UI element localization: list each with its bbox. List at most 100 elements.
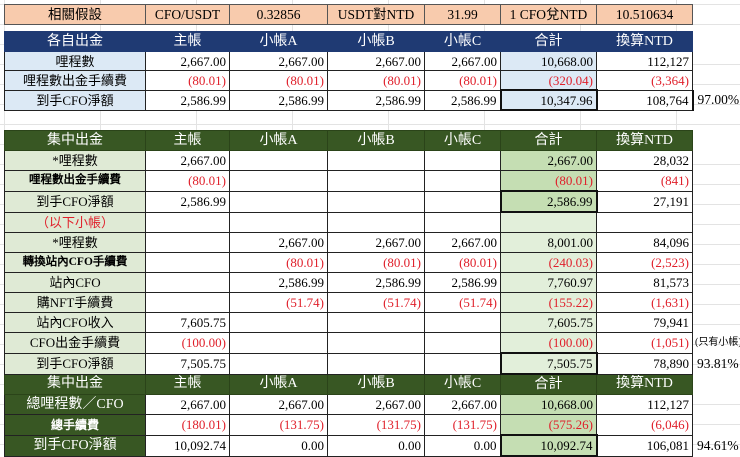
cell-sub-c[interactable]: 0.00 (425, 435, 501, 456)
cell-sub-a[interactable] (230, 171, 328, 192)
cell-extra[interactable] (693, 151, 740, 171)
cell-ntd[interactable]: (1,051) (597, 333, 693, 354)
cell-ntd[interactable]: 79,941 (597, 313, 693, 333)
cell-extra[interactable] (693, 273, 740, 293)
row-label[interactable]: 哩程數 (5, 52, 146, 71)
cell-ntd[interactable]: (2,523) (597, 253, 693, 273)
header-sub-b[interactable]: 小帳B (328, 374, 425, 395)
header-sub-c[interactable]: 小帳C (425, 374, 501, 395)
header-main[interactable]: 主帳 (146, 32, 230, 52)
cell-sub-c[interactable] (425, 313, 501, 333)
cell-ntd[interactable]: 78,890 (597, 353, 693, 374)
cell-total[interactable] (501, 212, 597, 233)
cell-main[interactable]: 7,605.75 (146, 313, 230, 333)
cell-sub-a[interactable]: (80.01) (230, 71, 328, 91)
cell-sub-b[interactable]: (80.01) (328, 71, 425, 91)
cell-sub-b[interactable] (328, 151, 425, 171)
cell-main[interactable]: 7,505.75 (146, 353, 230, 374)
header-section[interactable]: 各自出金 (5, 32, 146, 52)
sub-account-divider-label[interactable]: （以下小帳） (5, 212, 146, 233)
cell-main[interactable]: 2,667.00 (146, 52, 230, 71)
cell-main[interactable] (146, 273, 230, 293)
cell-sub-b[interactable]: 0.00 (328, 435, 425, 456)
cell-ntd[interactable]: 108,764 (597, 90, 693, 110)
cell-total[interactable]: 10,347.96 (501, 90, 597, 110)
cell-total[interactable]: (80.01) (501, 171, 597, 192)
cell-sub-c[interactable]: 2,586.99 (425, 90, 501, 110)
cell-main[interactable]: 2,586.99 (146, 191, 230, 212)
cfo-ntd-value[interactable]: 10.510634 (597, 5, 693, 25)
cell-sub-b[interactable]: 2,667.00 (328, 395, 425, 415)
cell-sub-c[interactable]: 2,667.00 (425, 52, 501, 71)
cell-total[interactable]: 2,586.99 (501, 191, 597, 212)
cell-sub-a[interactable] (230, 191, 328, 212)
cell-main[interactable]: (180.01) (146, 415, 230, 436)
cell-total[interactable]: 7,760.97 (501, 273, 597, 293)
row-label[interactable]: *哩程數 (5, 151, 146, 171)
cfo-ntd-label[interactable]: 1 CFO兌NTD (501, 5, 597, 25)
header-ntd[interactable]: 換算NTD (597, 374, 693, 395)
cell-sub-c[interactable] (425, 353, 501, 374)
header-section[interactable]: 集中出金 (5, 374, 146, 395)
cell-sub-c[interactable]: (80.01) (425, 71, 501, 91)
row-label[interactable]: 到手CFO淨額 (5, 435, 146, 456)
cell-sub-b[interactable] (328, 353, 425, 374)
cell-total[interactable]: 2,667.00 (501, 151, 597, 171)
row-label[interactable]: 站內CFO (5, 273, 146, 293)
cell-total[interactable]: 10,668.00 (501, 52, 597, 71)
row-label[interactable]: 哩程數出金手續費 (5, 171, 146, 192)
cell-ntd[interactable]: 27,191 (597, 191, 693, 212)
cell-ntd[interactable]: 84,096 (597, 233, 693, 253)
cell-main[interactable]: (80.01) (146, 171, 230, 192)
cell-extra[interactable] (693, 171, 740, 192)
cell-sub-c[interactable]: (80.01) (425, 253, 501, 273)
cell-sub-b[interactable]: 2,586.99 (328, 273, 425, 293)
cell-main[interactable] (146, 253, 230, 273)
header-sub-c[interactable]: 小帳C (425, 32, 501, 52)
cell-sub-c[interactable]: 2,667.00 (425, 233, 501, 253)
cell-sub-c[interactable] (425, 171, 501, 192)
cfo-usdt-label[interactable]: CFO/USDT (146, 5, 230, 25)
cell-ntd[interactable]: (6,046) (597, 415, 693, 436)
percent-cell[interactable]: 97.00% (693, 90, 740, 110)
cell-extra[interactable] (693, 293, 740, 313)
cell-sub-a[interactable] (230, 151, 328, 171)
empty-cell[interactable] (693, 131, 740, 151)
cell-sub-a[interactable]: (80.01) (230, 253, 328, 273)
cell-sub-c[interactable] (425, 191, 501, 212)
cell-main[interactable]: 2,667.00 (146, 395, 230, 415)
cell-sub-a[interactable] (230, 212, 328, 233)
cell-main[interactable]: 2,667.00 (146, 151, 230, 171)
cell-sub-a[interactable] (230, 353, 328, 374)
cell-sub-c[interactable]: 2,586.99 (425, 273, 501, 293)
cell-sub-b[interactable] (328, 333, 425, 354)
cell-total[interactable]: 7,605.75 (501, 313, 597, 333)
cell-sub-c[interactable]: (51.74) (425, 293, 501, 313)
cell-extra[interactable] (693, 52, 740, 71)
row-label[interactable]: 站內CFO收入 (5, 313, 146, 333)
cell-sub-b[interactable]: (80.01) (328, 253, 425, 273)
cell-total[interactable]: (240.03) (501, 253, 597, 273)
cell-main[interactable]: 2,586.99 (146, 90, 230, 110)
cell-sub-b[interactable] (328, 212, 425, 233)
cell-total[interactable]: 8,001.00 (501, 233, 597, 253)
cell-ntd[interactable]: 28,032 (597, 151, 693, 171)
cell-sub-a[interactable]: (51.74) (230, 293, 328, 313)
cell-sub-a[interactable]: 2,667.00 (230, 52, 328, 71)
cell-sub-a[interactable] (230, 333, 328, 354)
cell-ntd[interactable]: 106,081 (597, 435, 693, 456)
cell-ntd[interactable] (597, 212, 693, 233)
percent-cell[interactable]: 94.61% (693, 435, 740, 456)
usdt-ntd-label[interactable]: USDT對NTD (328, 5, 425, 25)
row-label[interactable]: 總手續費 (5, 415, 146, 436)
cell-ntd[interactable]: (841) (597, 171, 693, 192)
header-sub-a[interactable]: 小帳A (230, 32, 328, 52)
cell-total[interactable]: 10,092.74 (501, 435, 597, 456)
cell-sub-a[interactable]: 2,667.00 (230, 395, 328, 415)
cell-sub-b[interactable]: 2,586.99 (328, 90, 425, 110)
cell-sub-b[interactable] (328, 171, 425, 192)
cell-sub-b[interactable]: 2,667.00 (328, 52, 425, 71)
row-label[interactable]: 到手CFO淨額 (5, 191, 146, 212)
percent-cell[interactable]: 93.81% (693, 353, 740, 374)
cell-sub-b[interactable]: (51.74) (328, 293, 425, 313)
